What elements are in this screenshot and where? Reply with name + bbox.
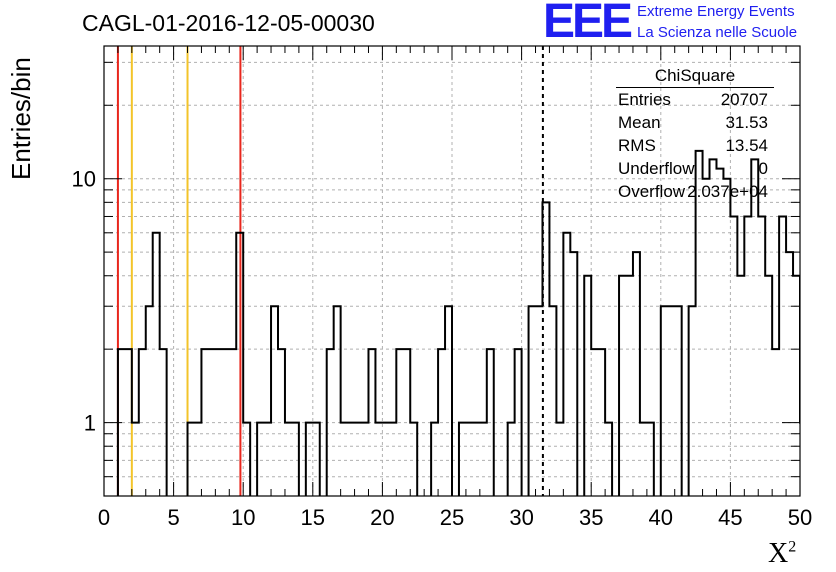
logo-line-1: Extreme Energy Events <box>637 3 795 20</box>
x-axis-label: X2 <box>768 538 797 569</box>
x-tick-label: 35 <box>579 505 603 530</box>
stats-title: ChiSquare <box>616 66 774 88</box>
x-tick-label: 15 <box>301 505 325 530</box>
histogram-line <box>116 149 800 496</box>
stats-row-overflow: Overflow 2.037e+04 <box>618 182 768 201</box>
eee-logo: EEE <box>543 0 633 48</box>
x-tick-label: 30 <box>509 505 533 530</box>
y-tick-label: 10 <box>72 167 96 192</box>
x-tick-label: 10 <box>231 505 255 530</box>
y-tick-label: 1 <box>84 411 96 436</box>
x-tick-label: 20 <box>370 505 394 530</box>
stats-row-mean: Mean 31.53 <box>618 113 768 132</box>
x-tick-label: 25 <box>440 505 464 530</box>
logo-line-2: La Scienza nelle Scuole <box>637 24 798 41</box>
y-axis-label: Entries/bin <box>6 57 36 180</box>
stats-row-entries: Entries 20707 <box>618 90 768 109</box>
stats-row-underflow: Underflow 0 <box>618 159 768 178</box>
x-tick-label: 50 <box>788 505 812 530</box>
x-tick-label: 5 <box>167 505 179 530</box>
x-tick-label: 40 <box>649 505 673 530</box>
chart-title: CAGL-01-2016-12-05-00030 <box>82 10 375 36</box>
stats-box: ChiSquare Entries 20707 Mean 31.53 RMS 13.5… <box>612 66 778 205</box>
stats-row-rms: RMS 13.54 <box>618 136 768 155</box>
x-tick-label: 45 <box>718 505 742 530</box>
x-tick-label: 0 <box>98 505 110 530</box>
